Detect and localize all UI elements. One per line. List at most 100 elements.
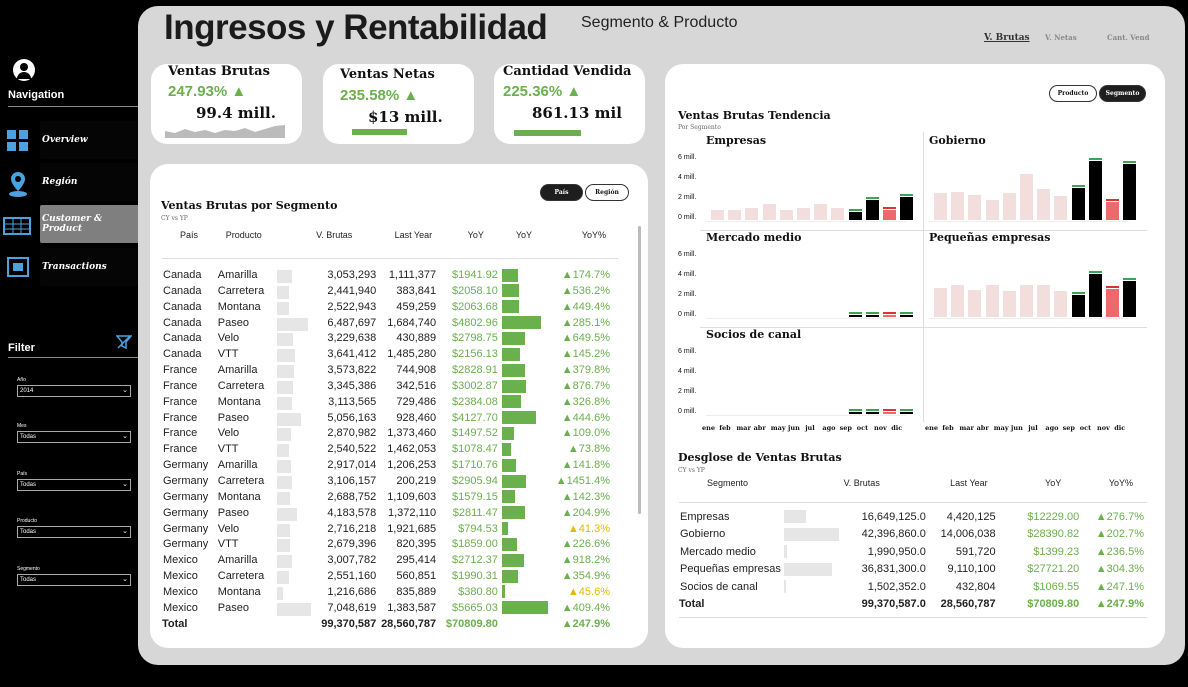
bar-current-year[interactable] bbox=[1106, 202, 1119, 220]
bar-last-year[interactable] bbox=[968, 290, 982, 317]
nav-item-overview[interactable]: Overview bbox=[40, 121, 139, 159]
bar-last-year[interactable] bbox=[797, 208, 810, 220]
tab-cant-vend[interactable]: Cant. Vend bbox=[1107, 33, 1150, 42]
table-row[interactable]: Gobierno 42,396,860.0 14,006,038 $28390.82 ▲… bbox=[679, 526, 1147, 544]
bar-current-year[interactable] bbox=[900, 315, 914, 317]
bar-last-year[interactable] bbox=[951, 285, 965, 317]
col-header[interactable]: YoY bbox=[436, 228, 502, 259]
table-row[interactable]: Canada Montana 2,522,943 459,259 $2063.68 ▲44… bbox=[162, 300, 618, 316]
table-row[interactable]: Mexico Paseo 7,048,619 1,383,587 $5665.03 ▲40… bbox=[162, 601, 618, 617]
table-row[interactable]: Germany Paseo 4,183,578 1,372,110 $2811.47 ▲2… bbox=[162, 506, 618, 522]
bar-last-year[interactable] bbox=[951, 192, 965, 220]
nav-item-customer-product[interactable]: Customer & Product bbox=[40, 205, 139, 243]
col-header[interactable]: YoY bbox=[997, 478, 1082, 503]
segmento-toggle-button[interactable]: Segmento bbox=[1099, 85, 1146, 102]
bar-current-year[interactable] bbox=[1071, 188, 1085, 220]
col-header[interactable]: V. Brutas bbox=[780, 478, 928, 503]
tab-v-netas[interactable]: V. Netas bbox=[1045, 33, 1077, 42]
bar-last-year[interactable] bbox=[1037, 189, 1051, 220]
bar-last-year[interactable] bbox=[728, 210, 742, 220]
clear-filter-icon[interactable] bbox=[115, 335, 133, 352]
bar-current-year[interactable] bbox=[848, 212, 862, 220]
table-row[interactable]: Canada Carretera 2,441,940 383,841 $2058.10 ▲… bbox=[162, 284, 618, 300]
bar-current-year[interactable] bbox=[848, 315, 862, 317]
nav-item-region[interactable]: Región bbox=[40, 163, 139, 201]
bar-current-year[interactable] bbox=[900, 197, 914, 220]
bar-last-year[interactable] bbox=[711, 210, 724, 220]
month-select[interactable]: Todas ⌄ bbox=[17, 431, 131, 443]
region-toggle-button[interactable]: Región bbox=[585, 184, 629, 201]
bar-last-year[interactable] bbox=[1020, 285, 1033, 317]
product-select[interactable]: Todas ⌄ bbox=[17, 526, 131, 538]
bar-current-year[interactable] bbox=[1123, 281, 1137, 317]
table-row[interactable]: Mexico Carretera 2,551,160 560,851 $1990.31 ▲… bbox=[162, 569, 618, 585]
table-row[interactable]: Canada Amarilla 3,053,293 1,111,377 $1941.92… bbox=[162, 268, 618, 284]
user-icon[interactable] bbox=[13, 59, 35, 81]
table-row[interactable]: France Velo 2,870,982 1,373,460 $1497.52 ▲109… bbox=[162, 426, 618, 442]
bar-last-year[interactable] bbox=[814, 204, 828, 220]
bar-current-year[interactable] bbox=[865, 200, 879, 220]
table-row[interactable]: Germany Velo 2,716,218 1,921,685 $794.53 ▲41.… bbox=[162, 522, 618, 538]
table-row[interactable]: Empresas 16,649,125.0 4,420,125 $12229.00 ▲2… bbox=[679, 508, 1147, 526]
tab-v-brutas[interactable]: V. Brutas bbox=[984, 33, 1030, 43]
col-header[interactable]: Last Year bbox=[927, 478, 998, 503]
bar-current-year[interactable] bbox=[883, 412, 896, 414]
bar-last-year[interactable] bbox=[745, 208, 759, 220]
col-header[interactable]: V. Brutas bbox=[277, 228, 377, 259]
bar-last-year[interactable] bbox=[831, 208, 845, 220]
col-header[interactable]: YoY% bbox=[1081, 478, 1147, 503]
table-row[interactable]: Canada Paseo 6,487,697 1,684,740 $4802.96 ▲28… bbox=[162, 316, 618, 332]
country-select[interactable]: Todas ⌄ bbox=[17, 479, 131, 491]
table-row[interactable]: Germany VTT 2,679,396 820,395 $1859.00 ▲226.6… bbox=[162, 537, 618, 553]
bar-last-year[interactable] bbox=[1002, 291, 1016, 317]
bar-current-year[interactable] bbox=[900, 412, 914, 414]
bar-last-year[interactable] bbox=[779, 210, 793, 220]
bar-last-year[interactable] bbox=[934, 288, 947, 317]
bar-current-year[interactable] bbox=[865, 412, 879, 414]
segment-select[interactable]: Todas ⌄ bbox=[17, 574, 131, 586]
table-row[interactable]: France Paseo 5,056,163 928,460 $4127.70 ▲444.… bbox=[162, 411, 618, 427]
table-row[interactable]: Mercado medio 1,990,950.0 591,720 $1399.23 ▲… bbox=[679, 543, 1147, 561]
bar-last-year[interactable] bbox=[934, 193, 947, 220]
bar-last-year[interactable] bbox=[1002, 193, 1016, 220]
nav-item-transactions[interactable]: Transactions bbox=[40, 248, 139, 286]
bar-last-year[interactable] bbox=[1037, 285, 1051, 317]
table-row[interactable]: France Carretera 3,345,386 342,516 $3002.87 ▲… bbox=[162, 379, 618, 395]
producto-toggle-button[interactable]: Producto bbox=[1049, 85, 1097, 102]
table-row[interactable]: Canada VTT 3,641,412 1,485,280 $2156.13 ▲145.… bbox=[162, 347, 618, 363]
year-select[interactable]: 2014 ⌄ bbox=[17, 385, 131, 397]
bar-current-year[interactable] bbox=[1088, 161, 1102, 220]
col-header[interactable]: YoY bbox=[501, 228, 556, 259]
table-row[interactable]: Socios de canal 1,502,352.0 432,804 $1069.5… bbox=[679, 578, 1147, 596]
bar-last-year[interactable] bbox=[985, 200, 999, 220]
table-row[interactable]: Mexico Montana 1,216,686 835,889 $380.80 ▲45.… bbox=[162, 585, 618, 601]
bar-current-year[interactable] bbox=[848, 412, 862, 414]
bar-current-year[interactable] bbox=[1123, 164, 1137, 220]
bar-last-year[interactable] bbox=[985, 285, 999, 317]
table-row[interactable]: France VTT 2,540,522 1,462,053 $1078.47 ▲73.8… bbox=[162, 442, 618, 458]
col-header[interactable]: Segmento bbox=[679, 478, 781, 503]
bar-last-year[interactable] bbox=[1054, 195, 1068, 220]
table-row[interactable]: France Montana 3,113,565 729,486 $2384.08 ▲32… bbox=[162, 395, 618, 411]
table-row[interactable]: Germany Carretera 3,106,157 200,219 $2905.94… bbox=[162, 474, 618, 490]
bar-current-year[interactable] bbox=[1106, 289, 1119, 317]
table-row[interactable]: Germany Amarilla 2,917,014 1,206,253 $1710.7… bbox=[162, 458, 618, 474]
bar-last-year[interactable] bbox=[1020, 174, 1033, 220]
bar-current-year[interactable] bbox=[1071, 295, 1085, 317]
scrollbar[interactable] bbox=[638, 226, 641, 514]
col-header[interactable]: YoY% bbox=[555, 228, 618, 259]
bar-last-year[interactable] bbox=[762, 204, 776, 220]
bar-last-year[interactable] bbox=[1054, 291, 1068, 317]
bar-last-year[interactable] bbox=[968, 194, 982, 220]
col-header[interactable]: País bbox=[162, 228, 218, 259]
table-row[interactable]: Pequeñas empresas 36,831,300.0 9,110,100 $2… bbox=[679, 561, 1147, 579]
table-row[interactable]: Mexico Amarilla 3,007,782 295,414 $2712.37 ▲9… bbox=[162, 553, 618, 569]
table-row[interactable]: France Amarilla 3,573,822 744,908 $2828.91 ▲3… bbox=[162, 363, 618, 379]
col-header[interactable]: Last Year bbox=[376, 228, 437, 259]
table-row[interactable]: Canada Velo 3,229,638 430,889 $2798.75 ▲649.5… bbox=[162, 331, 618, 347]
table-row[interactable]: Germany Montana 2,688,752 1,109,603 $1579.15… bbox=[162, 490, 618, 506]
col-header[interactable]: Producto bbox=[217, 228, 278, 259]
bar-current-year[interactable] bbox=[883, 210, 896, 220]
bar-current-year[interactable] bbox=[883, 315, 896, 317]
bar-current-year[interactable] bbox=[865, 315, 879, 317]
